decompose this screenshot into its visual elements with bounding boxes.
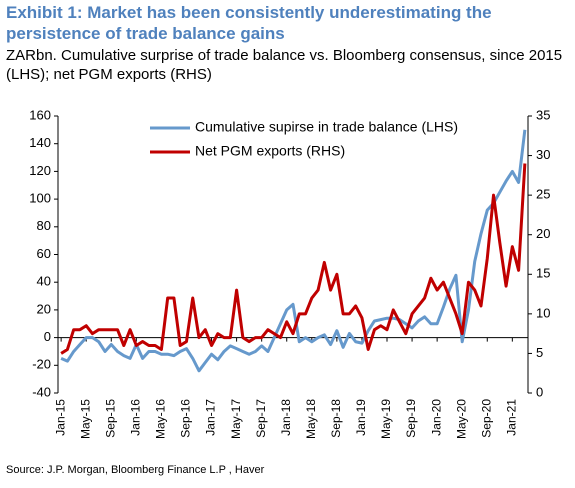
- x-tick-label: Sep-18: [329, 399, 343, 438]
- x-tick-label: Jan-19: [354, 399, 368, 436]
- y-tick-label: 40: [37, 274, 51, 289]
- legend-label: Cumulative supirse in trade balance (LHS…: [195, 119, 458, 135]
- x-tick-label: May-18: [304, 399, 318, 439]
- y-tick-label: 160: [29, 107, 51, 122]
- y-tick-label: 140: [29, 135, 51, 150]
- legend-label: Net PGM exports (RHS): [195, 143, 345, 159]
- x-tick-label: Jan-16: [129, 399, 143, 436]
- y-tick-label: 20: [37, 301, 51, 316]
- chart-title: Exhibit 1: Market has been consistently …: [6, 3, 492, 43]
- x-tick-label: May-17: [229, 399, 243, 439]
- x-tick-label: Sep-20: [479, 399, 493, 438]
- y2-tick-label: 15: [536, 266, 550, 281]
- x-tick-label: May-15: [78, 399, 92, 439]
- y-tick-label: 120: [29, 163, 51, 178]
- y2-tick-label: 20: [536, 226, 550, 241]
- x-tick-label: Sep-15: [103, 399, 117, 438]
- y-tick-label: 0: [44, 329, 51, 344]
- x-tick-label: Jan-17: [204, 399, 218, 436]
- chart-subtitle: ZARbn. Cumulative surprise of trade bala…: [6, 47, 563, 83]
- source-note: Source: J.P. Morgan, Bloomberg Finance L…: [6, 464, 265, 476]
- x-tick-label: May-19: [379, 399, 393, 439]
- y-tick-label: 80: [37, 218, 51, 233]
- x-tick-label: Jan-18: [279, 399, 293, 436]
- y2-tick-label: 25: [536, 187, 550, 202]
- y2-tick-label: 0: [536, 384, 543, 399]
- series-line: [60, 163, 527, 355]
- x-tick-label: Sep-17: [254, 399, 268, 438]
- y2-tick-label: 35: [536, 107, 550, 122]
- x-tick-label: Sep-16: [179, 399, 193, 438]
- y-tick-label: 60: [37, 246, 51, 261]
- y2-tick-label: 30: [536, 147, 550, 162]
- y-tick-label: -40: [32, 384, 51, 399]
- x-tick-label: Jan-15: [53, 399, 67, 436]
- y-tick-label: -20: [32, 357, 51, 372]
- y2-tick-label: 10: [536, 305, 550, 320]
- y2-tick-label: 5: [536, 345, 543, 360]
- x-tick-label: Sep-19: [404, 399, 418, 438]
- x-tick-label: Jan-21: [505, 399, 519, 436]
- x-tick-label: Jan-20: [429, 399, 443, 436]
- y-tick-label: 100: [29, 191, 51, 206]
- x-tick-label: May-16: [154, 399, 168, 439]
- x-tick-label: May-20: [454, 399, 468, 439]
